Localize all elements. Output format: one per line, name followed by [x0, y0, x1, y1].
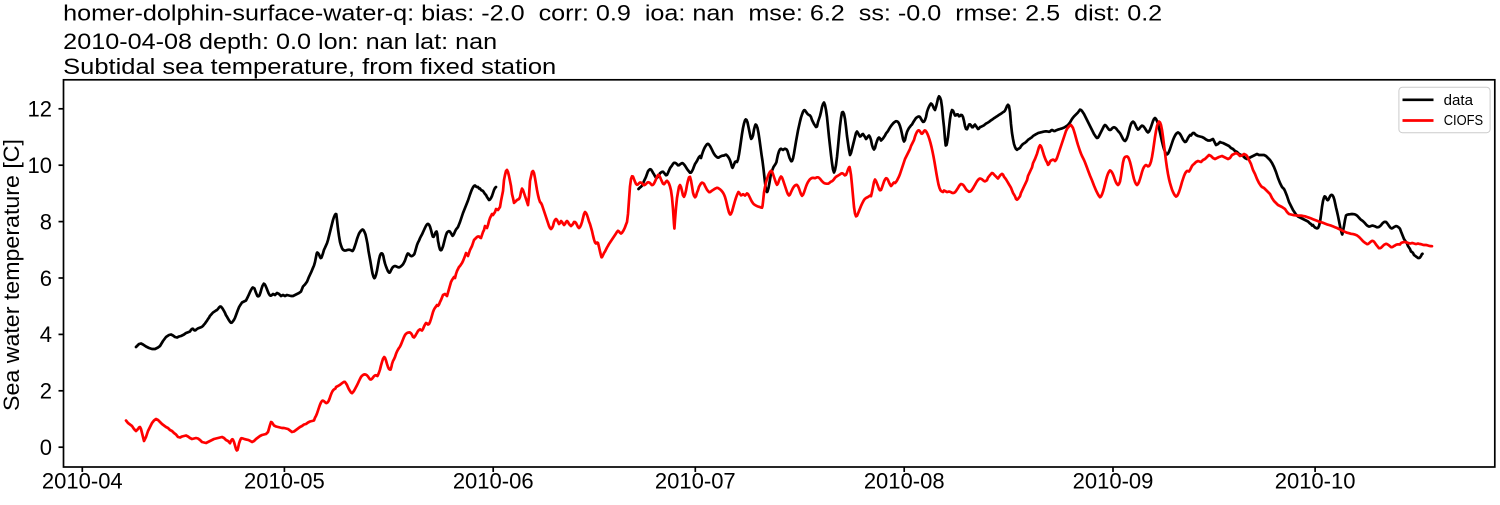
svg-text:2010-04: 2010-04	[42, 468, 123, 493]
svg-text:Subtidal sea temperature, from: Subtidal sea temperature, from fixed sta…	[63, 54, 556, 79]
svg-text:CIOFS: CIOFS	[1444, 113, 1483, 129]
svg-text:4: 4	[40, 322, 52, 347]
svg-text:0: 0	[40, 435, 52, 460]
svg-text:10: 10	[28, 153, 52, 178]
svg-text:2010-10: 2010-10	[1275, 468, 1356, 493]
svg-text:Sea water temperature [C]: Sea water temperature [C]	[0, 139, 24, 411]
svg-text:12: 12	[28, 97, 52, 122]
svg-text:2010-04-08 depth: 0.0 lon: nan: 2010-04-08 depth: 0.0 lon: nan lat: nan	[63, 29, 497, 54]
svg-text:8: 8	[40, 209, 52, 234]
svg-text:2010-06: 2010-06	[453, 468, 534, 493]
svg-text:2010-07: 2010-07	[655, 468, 736, 493]
svg-text:2010-05: 2010-05	[244, 468, 325, 493]
svg-text:data: data	[1444, 93, 1474, 109]
svg-text:6: 6	[40, 266, 52, 291]
svg-text:2010-09: 2010-09	[1073, 468, 1154, 493]
svg-text:homer-dolphin-surface-water-q:: homer-dolphin-surface-water-q: bias: -2.…	[63, 1, 1162, 26]
svg-text:2: 2	[40, 379, 52, 404]
svg-text:2010-08: 2010-08	[864, 468, 945, 493]
